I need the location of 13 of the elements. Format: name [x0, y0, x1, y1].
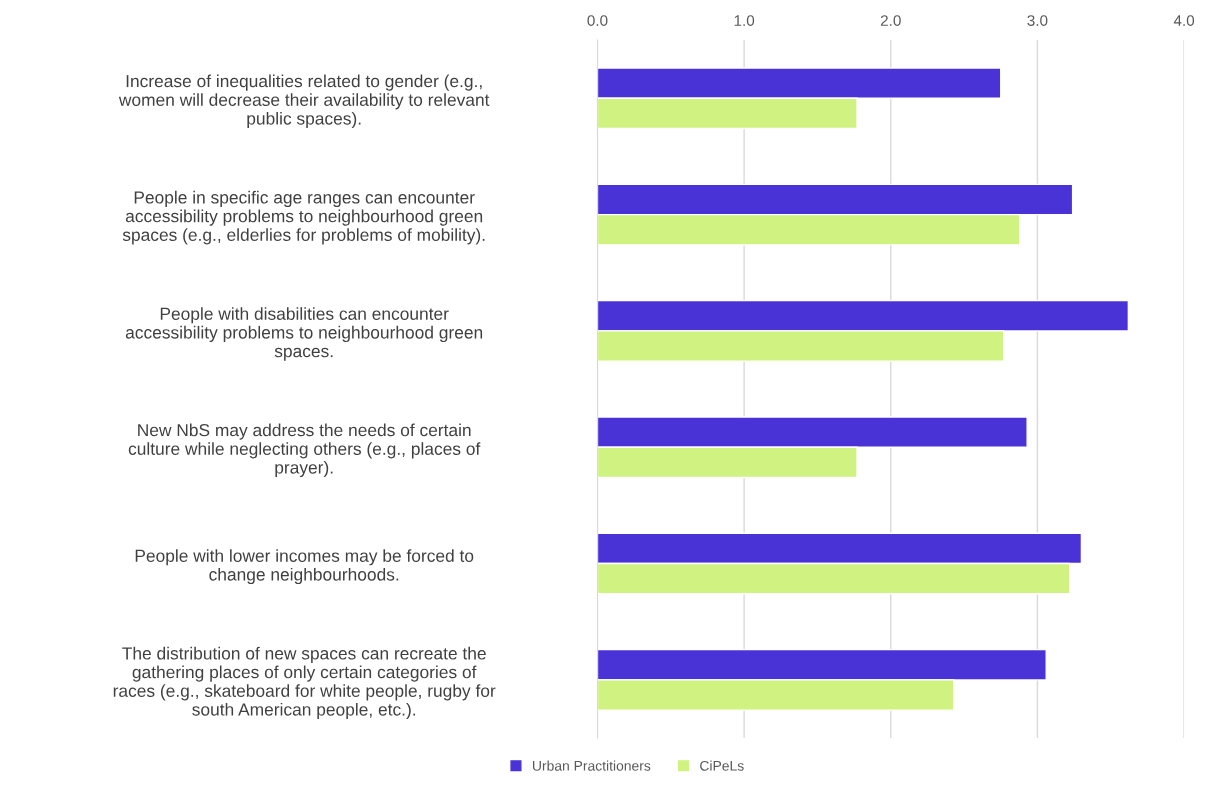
- x-tick-label: 3.0: [1027, 15, 1048, 26]
- x-tick-label: 2.0: [880, 15, 901, 26]
- y-tick-label: People with disabilities can encounter accessibility problems to neighbourhood green spaces.: [125, 307, 483, 361]
- legend-label: CiPeLs: [700, 760, 744, 771]
- legend-label: Urban Practitioners: [533, 760, 651, 771]
- y-tick-label: The distribution of new spaces can recreate the gathering places of only certain categories of races (e.g., skateboard for white people, rugby for south American people, etc.).: [113, 646, 496, 720]
- y-tick-label: New NbS may address the needs of certain culture while neglecting others (e.g., places of prayer).: [128, 423, 481, 478]
- x-tick-label: 0.0: [587, 15, 608, 26]
- y-tick-label: People in specific age ranges can encounter accessibility problems to neighbourhood green spaces (e.g., elderlies for problems of mobility).: [122, 190, 485, 245]
- x-tick-label: 1.0: [734, 15, 755, 26]
- y-tick-label: People with lower incomes may be forced to change neighbourhoods.: [135, 549, 474, 585]
- x-tick-label: 4.0: [1173, 15, 1195, 26]
- y-tick-label: Increase of inequalities related to gender (e.g., women will decrease their availability to relevant public spaces).: [118, 74, 490, 129]
